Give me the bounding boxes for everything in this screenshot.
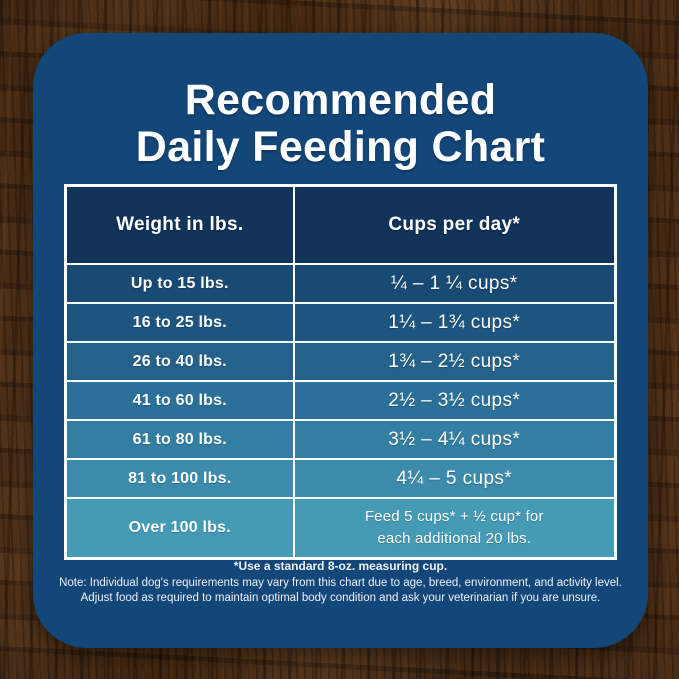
footnotes: *Use a standard 8-oz. measuring cup. Not… (33, 559, 648, 606)
table-row: Up to 15 lbs. ¼ – 1 ¼ cups* (64, 263, 617, 304)
cups-cell: 1¾ – 2½ cups* (292, 341, 617, 382)
weight-cell: 41 to 60 lbs. (64, 380, 295, 421)
weight-cell: Up to 15 lbs. (64, 263, 295, 304)
table-row: 16 to 25 lbs. 1¼ – 1¾ cups* (64, 302, 617, 343)
weight-cell: Over 100 lbs. (64, 497, 295, 560)
table-row: 61 to 80 lbs. 3½ – 4¼ cups* (64, 419, 617, 460)
note-measuring-cup: *Use a standard 8-oz. measuring cup. (233, 559, 448, 573)
note-disclaimer-2: Adjust food as required to maintain opti… (80, 592, 601, 604)
cups-cell: ¼ – 1 ¼ cups* (292, 263, 617, 304)
page-title-line-1: Recommended (184, 76, 497, 124)
weight-cell: 26 to 40 lbs. (64, 341, 295, 382)
table-row: 81 to 100 lbs. 4¼ – 5 cups* (64, 458, 617, 499)
cups-cell: 4¼ – 5 cups* (292, 458, 617, 499)
weight-cell: 61 to 80 lbs. (64, 419, 295, 460)
cups-cell: 2½ – 3½ cups* (292, 380, 617, 421)
cups-cell-line-2: each additional 20 lbs. (377, 530, 532, 547)
table-row: 26 to 40 lbs. 1¾ – 2½ cups* (64, 341, 617, 382)
cups-cell: Feed 5 cups* + ½ cup* for each additiona… (292, 497, 617, 560)
page-title-line-2: Daily Feeding Chart (135, 123, 546, 171)
table-header-row: Weight in lbs. Cups per day* (64, 184, 617, 265)
feeding-chart-card: Recommended Daily Feeding Chart Weight i… (33, 33, 648, 648)
note-disclaimer-1: Note: Individual dog's requirements may … (59, 577, 622, 589)
cups-cell-line-1: Feed 5 cups* + ½ cup* for (364, 508, 544, 525)
header-cups-cell: Cups per day* (292, 184, 617, 265)
weight-cell: 16 to 25 lbs. (64, 302, 295, 343)
table-row: 41 to 60 lbs. 2½ – 3½ cups* (64, 380, 617, 421)
weight-cell: 81 to 100 lbs. (64, 458, 295, 499)
cups-cell: 1¼ – 1¾ cups* (292, 302, 617, 343)
cups-cell: 3½ – 4¼ cups* (292, 419, 617, 460)
feeding-table: Weight in lbs. Cups per day* Up to 15 lb… (64, 184, 617, 560)
header-weight-cell: Weight in lbs. (64, 184, 295, 265)
page-title: Recommended Daily Feeding Chart (33, 77, 648, 171)
table-row: Over 100 lbs. Feed 5 cups* + ½ cup* for … (64, 497, 617, 560)
